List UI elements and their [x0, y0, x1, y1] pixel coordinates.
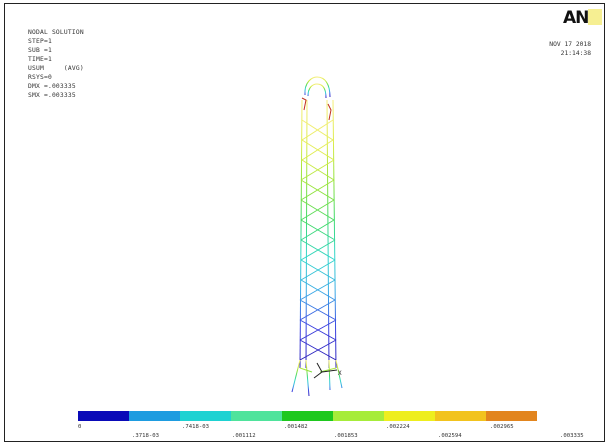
tower-mesh [291, 76, 343, 397]
tower-top-detail [301, 97, 332, 121]
legend-band-5 [282, 411, 333, 421]
legend-label-t1: .001482 [284, 424, 308, 430]
logo-mark-icon [588, 9, 602, 25]
contour-legend [78, 411, 537, 421]
legend-label-t0: .7418-03 [182, 424, 209, 430]
info-line-dmx: DMX =.003335 [28, 83, 76, 90]
info-line-title: NODAL SOLUTION [28, 29, 84, 36]
solution-info-block: NODAL SOLUTION STEP=1 SUB =1 TIME=1 USUM… [28, 28, 84, 100]
info-line-step: STEP=1 [28, 38, 52, 45]
info-line-usum: USUM (AVG) [28, 65, 84, 72]
legend-label-b5: .003335 [560, 433, 584, 439]
axis-x-label: X [338, 370, 342, 377]
date-stamp: NOV 17 2018 21:14:38 [549, 40, 591, 58]
legend-label-b3: .001853 [334, 433, 358, 439]
legend-band-1 [78, 411, 129, 421]
time-text: 21:14:38 [560, 50, 591, 57]
info-line-smx: SMX =.003335 [28, 92, 76, 99]
legend-label-b2: .001112 [232, 433, 256, 439]
legend-band-2 [129, 411, 180, 421]
legend-label-b1: .3718-03 [132, 433, 159, 439]
legend-band-3 [180, 411, 231, 421]
axis-triad [313, 362, 338, 379]
info-line-time: TIME=1 [28, 56, 52, 63]
legend-band-8 [435, 411, 486, 421]
legend-label-t2: .002224 [386, 424, 410, 430]
info-line-sub: SUB =1 [28, 47, 52, 54]
legend-band-6 [333, 411, 384, 421]
ansys-logo: AN [563, 8, 589, 28]
legend-band-9 [486, 411, 537, 421]
info-line-rsys: RSYS=0 [28, 74, 52, 81]
date-text: NOV 17 2018 [549, 41, 591, 48]
legend-band-4 [231, 411, 282, 421]
legend-label-b0: 0 [78, 424, 82, 430]
legend-band-7 [384, 411, 435, 421]
legend-label-b4: .002594 [438, 433, 462, 439]
legend-label-t3: .002965 [490, 424, 514, 430]
